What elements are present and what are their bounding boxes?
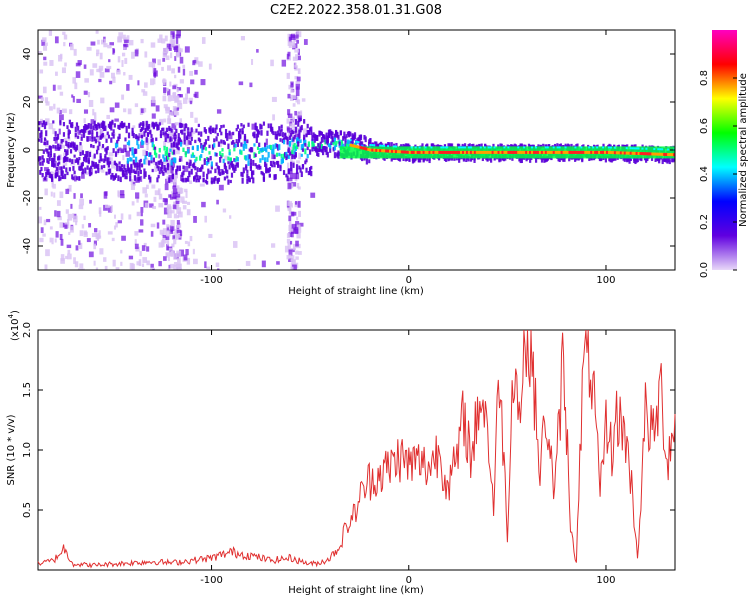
colorbar-tick-label: 0.4 bbox=[699, 166, 710, 182]
spectrogram-panel: -100 0 100 -40 -20 0 20 40 Height of straight … bbox=[6, 29, 676, 297]
snr-y-tick-label: 2.0 bbox=[22, 322, 33, 338]
spectrogram-y-tick-label: -40 bbox=[22, 238, 33, 254]
spectrogram-x-tick-label: -100 bbox=[200, 275, 223, 286]
snr-x-axis-label: Height of straight line (km) bbox=[288, 585, 424, 596]
spectrogram-y-axis-label: Frequency (Hz) bbox=[6, 112, 17, 188]
colorbar-tick-label: 0.0 bbox=[699, 262, 710, 278]
spectrogram-y-ticks: -40 -20 0 20 40 bbox=[22, 48, 675, 254]
colorbar-label: Normalized spectral amplitude bbox=[738, 73, 749, 227]
snr-y-axis-label: SNR (10 * v/v) bbox=[6, 414, 17, 485]
snr-series-line bbox=[37, 329, 676, 569]
spectrogram-y-tick-label: 20 bbox=[22, 96, 33, 109]
spectrogram-y-tick-label: -20 bbox=[22, 190, 33, 206]
snr-y-multiplier: (x104) bbox=[7, 310, 21, 341]
snr-x-ticks: -100 0 100 bbox=[200, 330, 616, 586]
spectrogram-cells bbox=[38, 30, 675, 270]
colorbar-tick-label: 0.8 bbox=[699, 70, 710, 86]
spectrogram-heat-layer bbox=[38, 30, 675, 270]
colorbar-ticks: 0.0 0.2 0.4 0.6 0.8 bbox=[699, 70, 737, 278]
colorbar-gradient bbox=[712, 30, 737, 270]
spectrogram-y-tick-label: 0 bbox=[22, 147, 33, 153]
snr-y-tick-label: 0.5 bbox=[22, 502, 33, 518]
snr-x-tick-label: -100 bbox=[200, 575, 223, 586]
spectrogram-x-tick-label: 0 bbox=[406, 275, 412, 286]
snr-y-tick-label: 1.5 bbox=[22, 382, 33, 398]
snr-y-tick-label: 1.0 bbox=[22, 442, 33, 458]
colorbar-tick-label: 0.6 bbox=[699, 118, 710, 134]
snr-frame bbox=[37, 329, 676, 571]
spectrogram-x-ticks: -100 0 100 bbox=[200, 30, 616, 286]
colorbar: 0.0 0.2 0.4 0.6 0.8 Normalized spectral ampl… bbox=[699, 30, 749, 278]
snr-x-tick-label: 0 bbox=[406, 575, 412, 586]
snr-panel: -100 0 100 0.5 1.0 1.5 2.0 Height of straight… bbox=[6, 310, 676, 596]
spectrogram-x-axis-label: Height of straight line (km) bbox=[288, 286, 424, 297]
snr-y-ticks: 0.5 1.0 1.5 2.0 bbox=[22, 322, 675, 518]
snr-x-tick-label: 100 bbox=[596, 575, 615, 586]
chart-title: C2E2.2022.358.01.31.G08 bbox=[270, 3, 442, 18]
colorbar-tick-label: 0.2 bbox=[699, 214, 710, 230]
spectrogram-x-tick-label: 100 bbox=[596, 275, 615, 286]
spectrogram-y-tick-label: 40 bbox=[22, 48, 33, 61]
